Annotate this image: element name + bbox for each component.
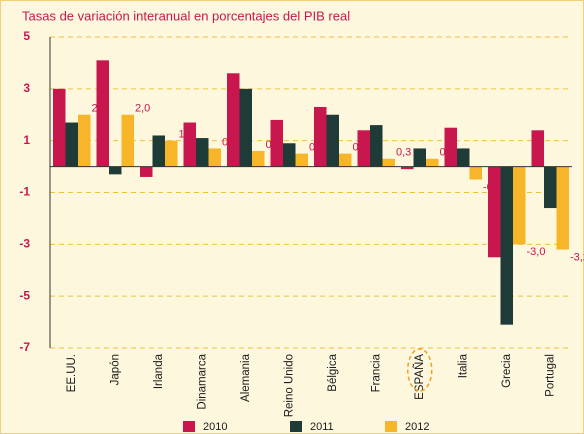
bar [196,138,209,167]
x-tick-label: Japón [109,354,121,385]
bar [252,151,265,167]
bar [78,114,91,167]
x-tick-label: ESPAÑA [413,354,426,400]
bar [370,125,383,167]
y-tick-label: -5 [19,288,30,302]
bar [556,166,569,250]
value-label: -3,0 [527,246,546,258]
bar [283,143,296,167]
y-tick-label: 1 [23,133,30,147]
x-tick-label: Alemania [240,353,252,402]
bar [401,166,414,170]
legend-swatch [183,421,195,432]
bar [121,114,134,167]
x-tick-label: Francia [370,353,382,392]
bar [469,166,482,180]
x-tick-label: Dinamarca [196,353,208,409]
bar [488,166,501,258]
y-tick-label: -1 [19,185,30,199]
bar [183,122,196,167]
legend-label: 2010 [203,421,227,433]
bar [413,148,426,167]
legend-swatch [290,421,302,432]
value-label: 2,0 [135,103,150,115]
legend-swatch [385,421,397,432]
bar [544,166,557,209]
y-tick-label: 3 [23,81,30,95]
bar [270,119,283,167]
highlight-circle [407,348,433,392]
x-tick-label: Bélgica [327,353,339,391]
y-tick-label: -3 [19,237,30,251]
x-tick-label: Irlanda [153,353,165,389]
value-label: 0,3 [396,147,411,159]
bar [444,127,457,167]
bar [239,88,252,167]
bar [165,140,178,167]
bar [326,114,339,167]
bar [531,130,544,167]
bar [109,166,122,175]
bar [152,135,165,167]
x-tick-label: Reino Unido [283,354,295,417]
bar [339,153,352,167]
bar [357,130,370,167]
y-tick-label: 5 [23,29,30,43]
legend-label: 2012 [405,421,429,433]
x-tick-label: Grecia [501,353,513,387]
value-label: -3,2 [570,251,584,263]
y-tick-label: -7 [19,340,30,354]
bar [513,166,526,245]
bar [457,148,470,167]
bar [53,88,66,167]
bar [208,148,221,167]
bar [96,60,109,167]
bar [426,158,439,167]
bar [314,106,327,167]
bar [295,153,308,167]
x-tick-label: Italia [457,353,469,378]
bar [500,166,513,325]
bar [65,122,78,167]
bar [382,158,395,167]
bar [227,73,240,167]
chart-title: Tasas de variación interanual en porcent… [22,8,350,23]
x-tick-label: EE.UU. [66,354,78,392]
x-tick-label: Portugal [544,354,556,397]
bar [140,166,153,177]
legend-label: 2011 [310,421,334,433]
